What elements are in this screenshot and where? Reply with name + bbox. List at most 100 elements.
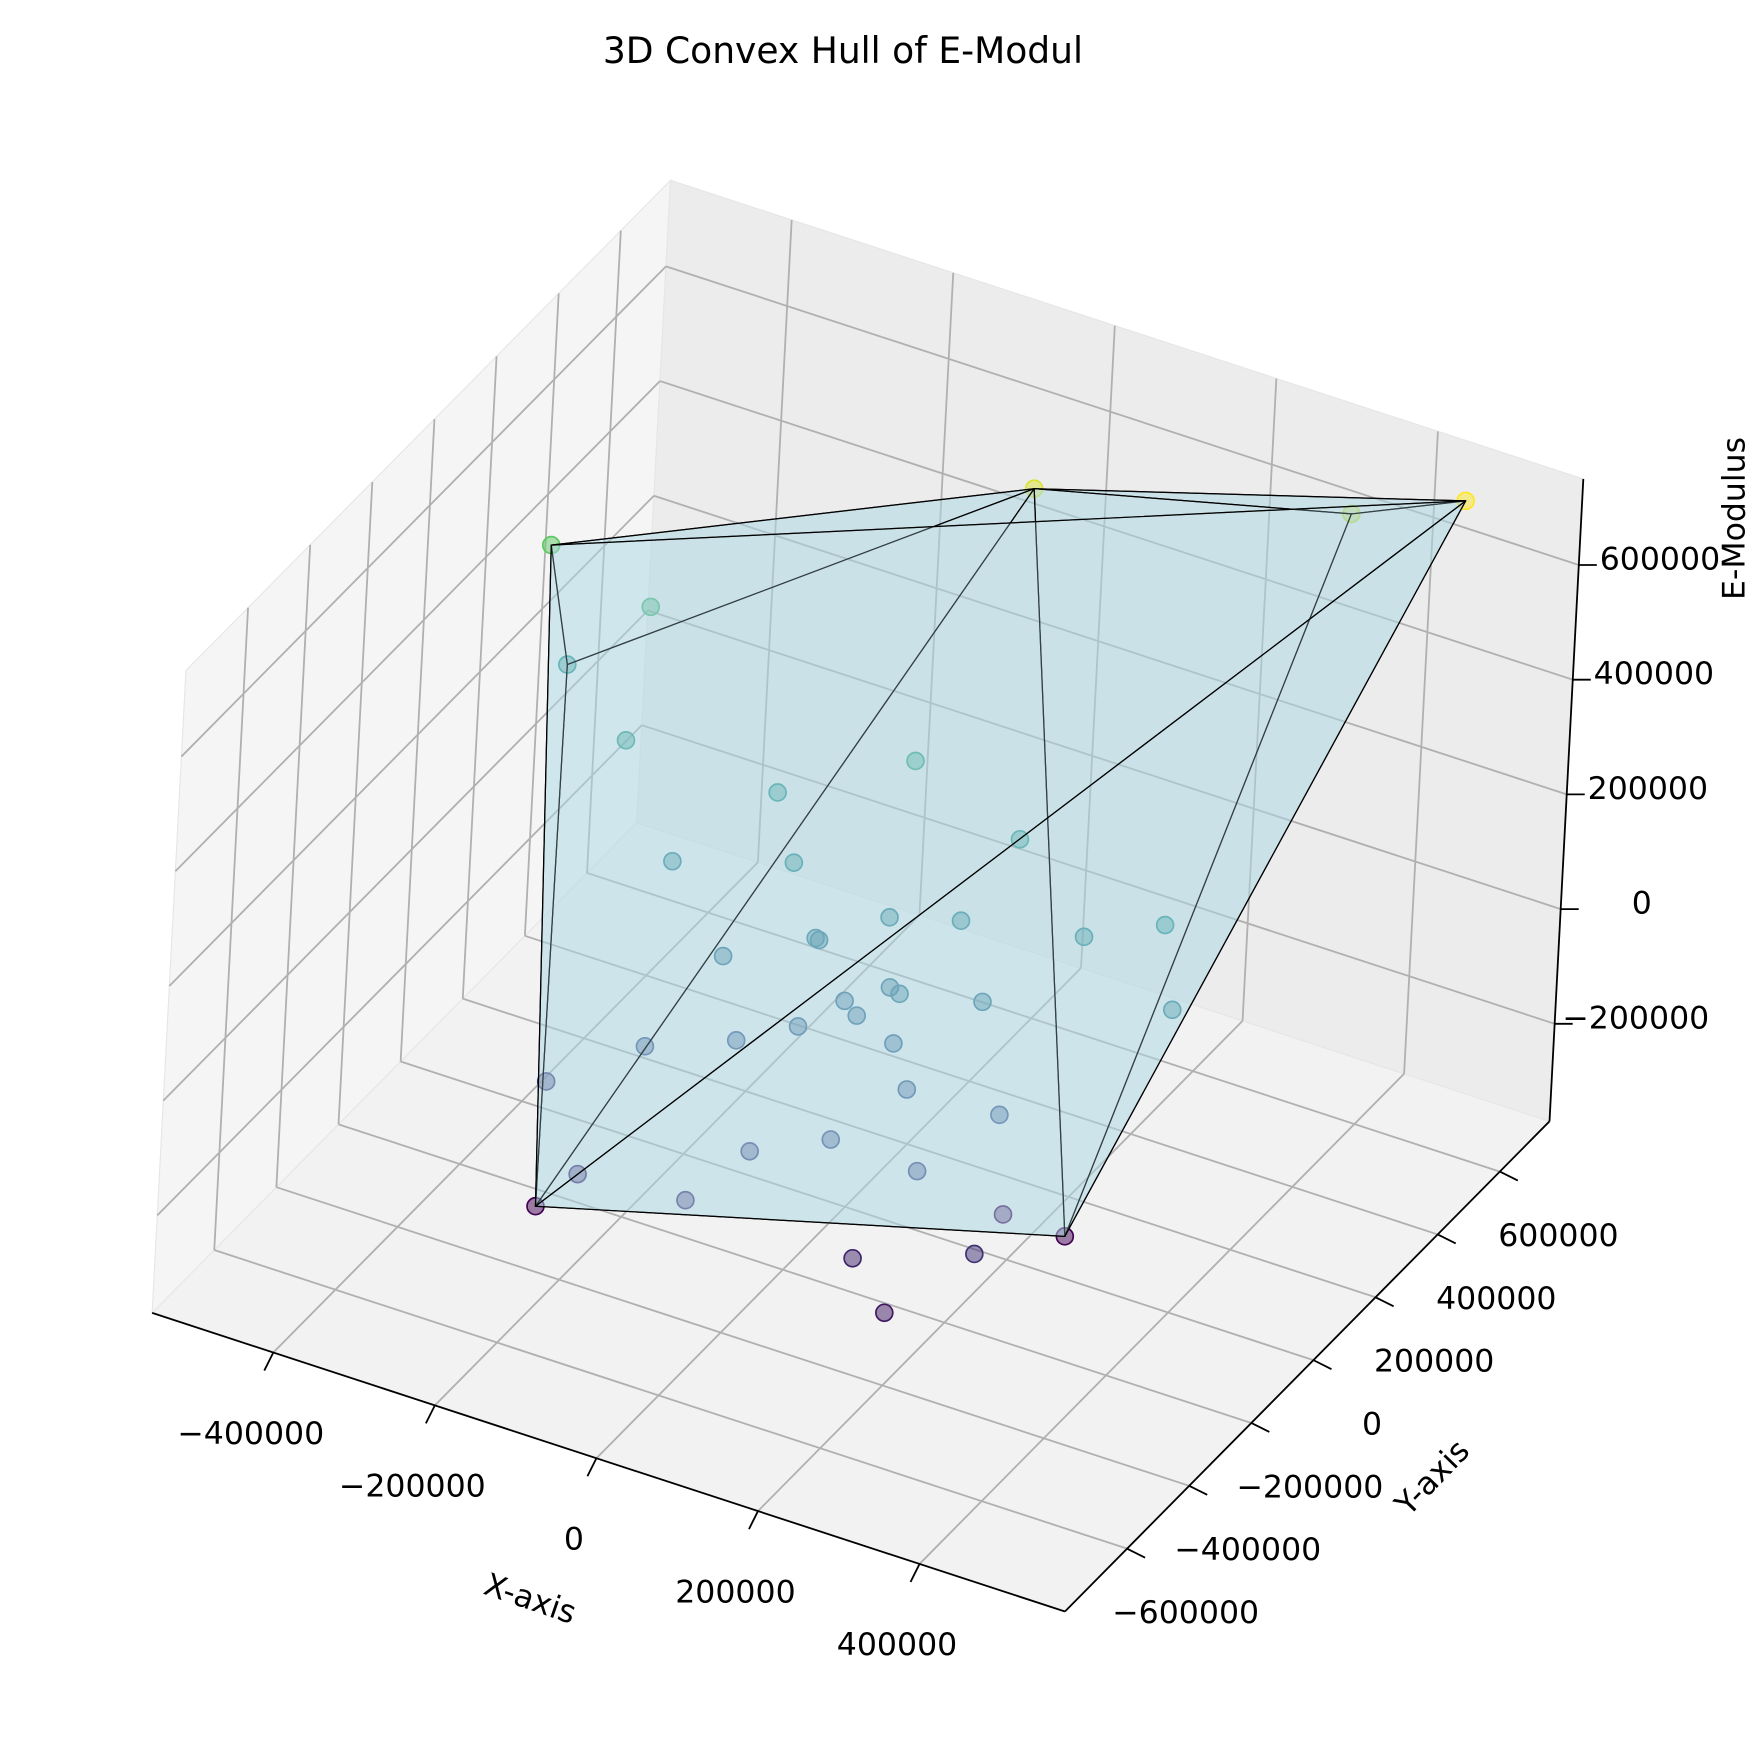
tick-mark	[263, 1352, 275, 1371]
tick-mark	[425, 1404, 436, 1424]
tick-mark	[586, 1457, 598, 1477]
grid-line	[523, 293, 560, 936]
grid-line	[665, 265, 1580, 566]
grid-line	[1241, 378, 1278, 1021]
grid-line	[595, 967, 1082, 1459]
tick-mark	[909, 1563, 921, 1583]
grid-line	[756, 219, 793, 863]
data-point	[616, 731, 636, 750]
grid-line	[180, 265, 667, 758]
grid-line	[272, 861, 759, 1354]
z-tick-label: 200000	[1588, 771, 1708, 807]
z-tick-label: 600000	[1600, 541, 1720, 577]
y-tick-label: 600000	[1498, 1218, 1618, 1254]
grid-line	[162, 609, 649, 1102]
grid-line	[524, 934, 1438, 1236]
tick-mark	[1499, 1170, 1519, 1182]
axis-line	[1548, 478, 1585, 1122]
grid-line	[653, 494, 1568, 796]
y-axis-label: Y-axis	[1388, 1433, 1477, 1524]
data-point	[847, 1006, 867, 1025]
data-point	[835, 991, 854, 1011]
grid-line	[276, 1186, 1190, 1487]
data-point	[973, 992, 992, 1012]
axis-line	[151, 1312, 1066, 1613]
data-point	[1074, 927, 1094, 947]
x-tick-label: 200000	[675, 1574, 795, 1610]
grid-line	[213, 1249, 1128, 1550]
x-tick-label: 400000	[837, 1627, 957, 1663]
x-axis-label: X-axis	[479, 1567, 580, 1632]
grid-line	[462, 997, 1376, 1299]
y-tick-label: −400000	[1174, 1532, 1321, 1568]
grid-line	[337, 481, 374, 1125]
data-point	[1155, 915, 1175, 935]
data-point	[663, 851, 682, 871]
tick-mark	[1126, 1547, 1146, 1559]
data-point	[809, 930, 829, 950]
data-point	[768, 783, 787, 802]
data-point	[907, 1161, 927, 1181]
data-point	[993, 1205, 1013, 1224]
data-point	[875, 1303, 894, 1323]
data-point	[884, 1034, 903, 1053]
data-point	[641, 597, 661, 617]
grid-line	[586, 872, 1501, 1173]
grid-line	[659, 380, 1574, 681]
grid-line	[641, 724, 1555, 1025]
grid-line	[586, 230, 622, 873]
tick-mark	[1375, 1296, 1395, 1308]
data-point	[713, 946, 733, 966]
x-tick-label: −400000	[177, 1416, 324, 1452]
data-point	[821, 1130, 841, 1149]
y-tick-label: −200000	[1236, 1469, 1383, 1505]
grid-line	[1403, 431, 1439, 1074]
data-point	[897, 1080, 917, 1099]
grid-line	[647, 609, 1561, 910]
grid-line	[400, 1060, 1314, 1361]
grid-line	[168, 495, 655, 987]
grid-line	[338, 1123, 1252, 1424]
x-tick-label: 0	[564, 1521, 584, 1557]
grid-line	[461, 356, 498, 999]
grid-line	[1080, 325, 1116, 969]
x-tick-label: −200000	[339, 1469, 486, 1505]
grid-line	[213, 607, 249, 1251]
grid-line	[174, 380, 661, 872]
data-point	[1162, 1000, 1182, 1020]
tick-mark	[1250, 1422, 1270, 1433]
data-point	[676, 1190, 695, 1210]
hull-face	[534, 500, 1467, 1237]
tick-mark	[1313, 1359, 1332, 1370]
grid-line	[918, 1073, 1405, 1565]
tick-mark	[1437, 1233, 1457, 1245]
grid-line	[918, 272, 955, 916]
data-point	[726, 1031, 746, 1050]
grid-line	[399, 419, 436, 1062]
data-point	[906, 751, 925, 771]
y-tick-label: 0	[1362, 1406, 1382, 1442]
data-point	[740, 1142, 759, 1161]
grid-line	[757, 1020, 1244, 1512]
z-tick-label: −200000	[1562, 1000, 1709, 1036]
y-tick-label: 200000	[1374, 1344, 1494, 1380]
data-point	[990, 1105, 1009, 1125]
z-tick-label: 400000	[1594, 656, 1714, 692]
tick-mark	[1188, 1485, 1208, 1496]
z-tick-label: 0	[1632, 886, 1652, 922]
data-point	[880, 908, 899, 927]
data-point	[965, 1244, 984, 1264]
data-point	[880, 978, 900, 997]
data-point	[843, 1248, 862, 1268]
data-point	[784, 853, 804, 872]
data-point	[788, 1017, 808, 1036]
grid-line	[275, 544, 312, 1188]
z-axis-label: E-Modulus	[1716, 437, 1752, 600]
chart-title: 3D Convex Hull of E-Modul	[603, 30, 1083, 72]
tick-mark	[748, 1510, 759, 1530]
y-tick-label: −600000	[1112, 1595, 1259, 1631]
data-point	[951, 911, 971, 931]
y-tick-label: 400000	[1436, 1281, 1556, 1317]
axis-line	[1064, 1120, 1551, 1613]
